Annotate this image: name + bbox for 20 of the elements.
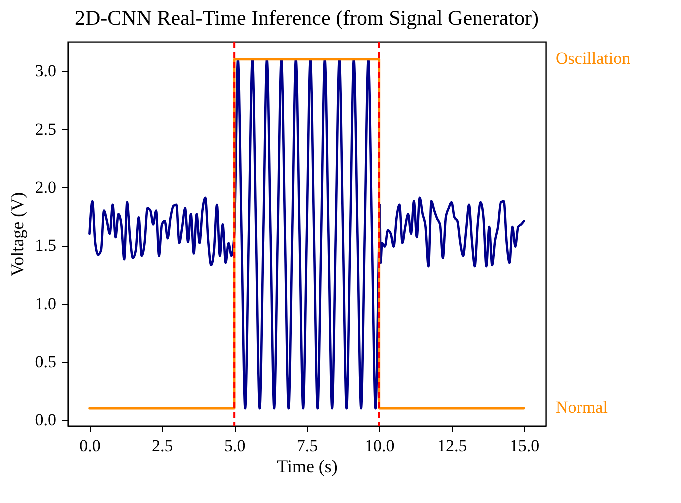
text: Normal (556, 398, 608, 417)
x-tick-label: 0.0 (80, 436, 101, 456)
y-tick-label: 0.0 (35, 410, 56, 430)
x-tick-label: 15.0 (510, 436, 540, 456)
line-series (88, 58, 526, 410)
x-tick-label: 10.0 (365, 436, 395, 456)
x-tick-label: 12.5 (437, 436, 468, 456)
y-axis-title: Voltage (V) (7, 192, 28, 277)
x-tick-label: 5.0 (224, 436, 246, 456)
chart-title: 2D-CNN Real-Time Inference (from Signal Generator) (75, 6, 539, 30)
y-tick-label: 2.0 (35, 178, 56, 197)
x-tick-label: 7.5 (296, 436, 318, 456)
y-tick-label: 1.0 (35, 294, 56, 314)
y-tick-label: 2.5 (35, 120, 56, 139)
x-axis-title: Time (s) (277, 456, 338, 476)
text: Oscillation (556, 49, 632, 68)
y-tick-label: 1.5 (35, 236, 56, 256)
y-tick-label: 0.5 (35, 352, 56, 372)
y-tick-label: 3.0 (35, 62, 56, 81)
x-tick-label: 2.5 (152, 436, 174, 456)
